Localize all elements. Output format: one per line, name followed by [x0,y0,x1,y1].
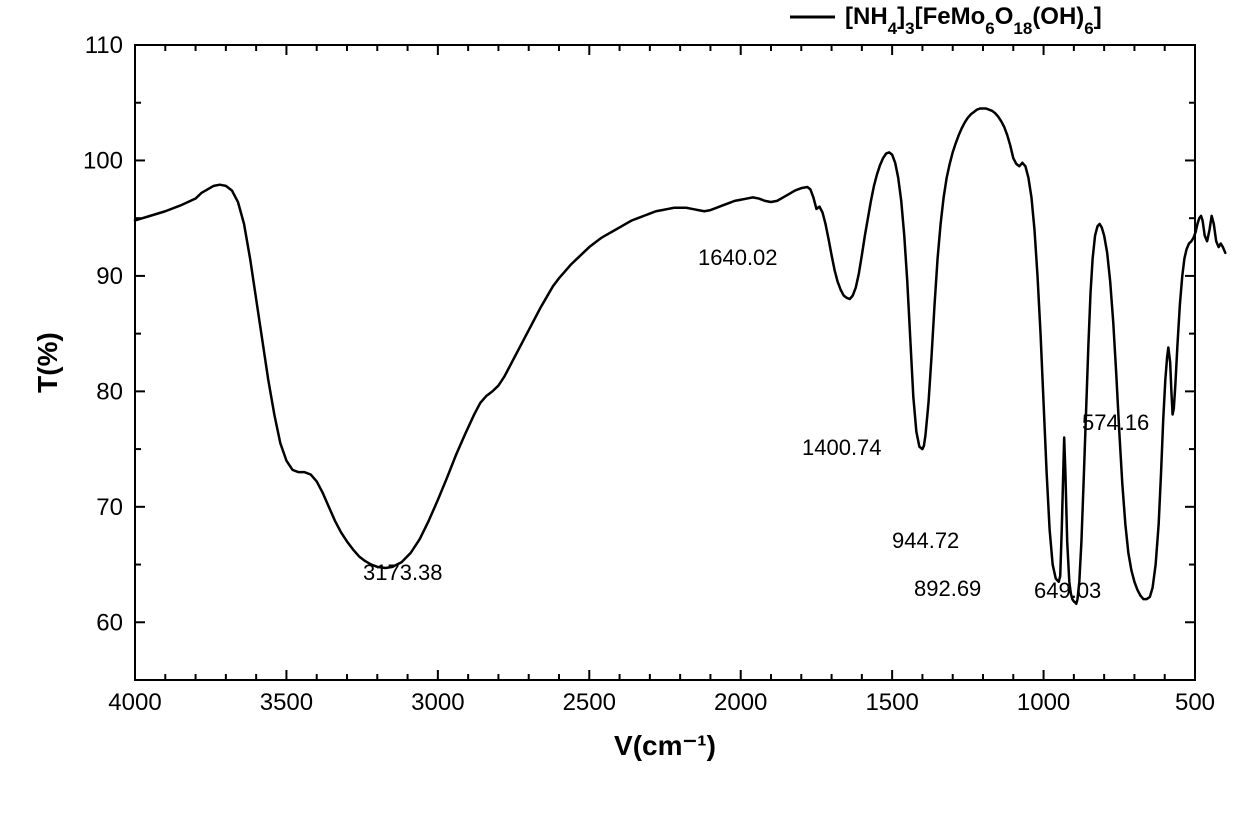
svg-text:3000: 3000 [411,689,464,716]
svg-text:2500: 2500 [563,689,616,716]
svg-text:[NH4]3[FeMo6O18(OH)6]: [NH4]3[FeMo6O18(OH)6] [845,3,1102,38]
svg-text:1000: 1000 [1017,689,1070,716]
svg-text:649.03: 649.03 [1034,578,1101,603]
svg-text:V(cm⁻¹): V(cm⁻¹) [614,730,716,761]
svg-text:3500: 3500 [260,689,313,716]
svg-text:2000: 2000 [714,689,767,716]
svg-text:1400.74: 1400.74 [802,435,882,460]
svg-text:70: 70 [96,494,123,521]
svg-text:892.69: 892.69 [914,576,981,601]
svg-text:4000: 4000 [108,689,161,716]
svg-text:574.16: 574.16 [1082,410,1149,435]
svg-text:T(%): T(%) [32,332,63,393]
svg-text:1500: 1500 [865,689,918,716]
svg-text:100: 100 [83,147,123,174]
svg-text:944.72: 944.72 [892,528,959,553]
svg-text:60: 60 [96,609,123,636]
svg-text:3173.38: 3173.38 [363,560,443,585]
svg-text:90: 90 [96,263,123,290]
svg-text:1640.02: 1640.02 [698,245,778,270]
svg-text:80: 80 [96,378,123,405]
chart-svg: 4000 3500 3000 2500 2000 1500 1000 500 60 70 80 90 1… [0,0,1240,815]
svg-text:110: 110 [85,32,123,59]
svg-text:500: 500 [1175,689,1215,716]
ir-spectrum-chart: 4000 3500 3000 2500 2000 1500 1000 500 60 70 80 90 1… [0,0,1240,815]
